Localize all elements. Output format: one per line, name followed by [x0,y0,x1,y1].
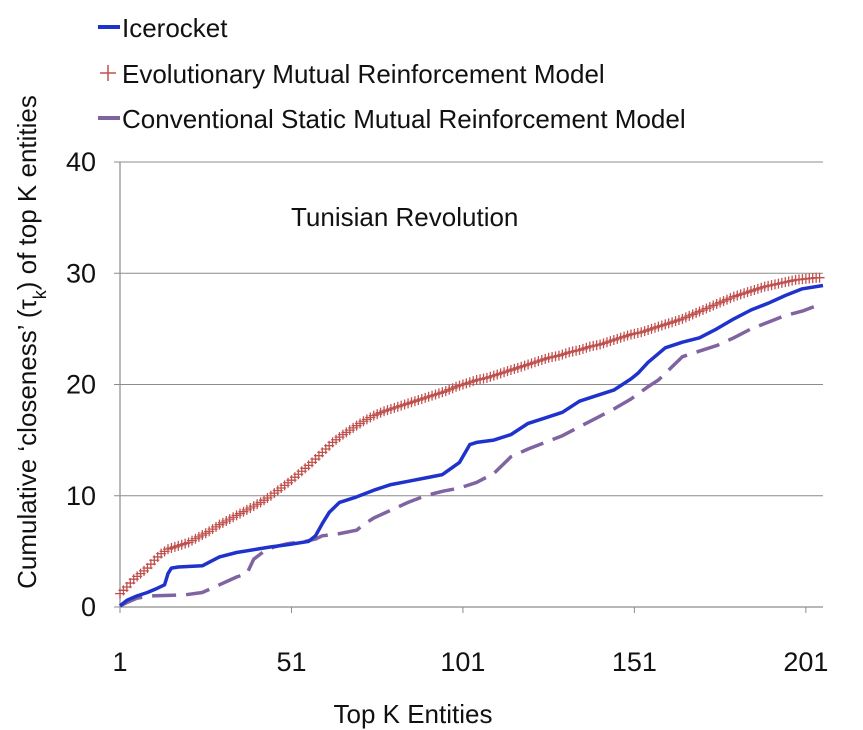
y-tick-label-2: 20 [66,370,96,400]
x-tick-labels: 1 51 101 151 201 [112,647,828,677]
series-icerocket-line [118,283,824,608]
y-axis-title-main: Cumulative ‘closeness’ (τ [12,299,42,589]
y-tick-label-0: 0 [81,592,96,622]
y-axis-title-tail: ) of top K entities [12,95,42,290]
legend-label-icerocket: Icerocket [122,13,228,43]
legend-label-conventional: Conventional Static Mutual Reinforcement… [122,104,686,134]
axes [114,161,823,613]
y-tick-label-1: 10 [66,481,96,511]
evolutionary-marker [814,272,825,283]
series-conventional-line [119,301,824,608]
chart-annotation: Tunisian Revolution [291,202,518,232]
legend-item-evolutionary: Evolutionary Mutual Reinforcement Model [100,59,605,89]
legend: Icerocket Evolutionary Mutual Reinforcem… [98,13,686,134]
legend-item-icerocket: Icerocket [98,13,228,43]
y-axis-title: Cumulative ‘closeness’ (τk) of top K ent… [12,95,50,589]
x-tick-label-4: 201 [783,647,828,677]
legend-label-evolutionary: Evolutionary Mutual Reinforcement Model [122,59,605,89]
y-tick-label-4: 40 [66,147,96,177]
x-axis-title: Top K Entities [334,699,493,729]
legend-item-conventional: Conventional Static Mutual Reinforcement… [98,104,686,134]
x-tick-label-3: 151 [612,647,657,677]
y-axis-title-subscript: k [30,289,50,299]
x-tick-label-2: 101 [440,647,485,677]
y-tick-label-3: 30 [66,258,96,288]
x-tick-label-1: 51 [276,647,306,677]
y-tick-labels: 0 10 20 30 40 [66,147,96,622]
legend-plus-marker [100,65,116,81]
series-layer [115,272,825,608]
legend-swatch-evolutionary [100,65,116,81]
gridlines [120,161,823,497]
series-evolutionary-markers [115,272,825,599]
x-tick-label-0: 1 [112,647,127,677]
